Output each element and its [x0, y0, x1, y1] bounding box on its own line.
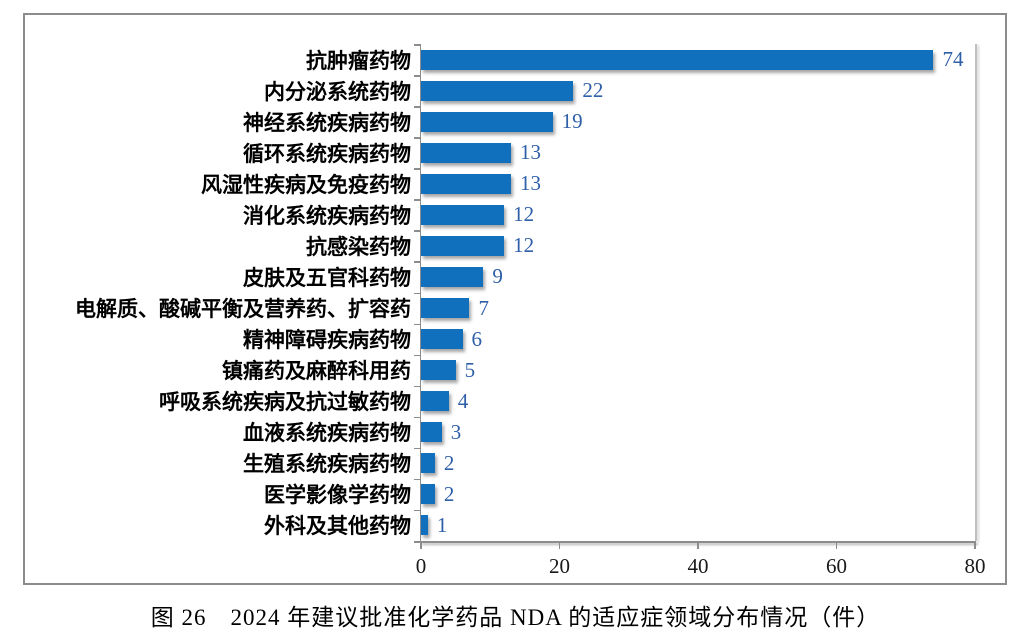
x-tick-label: 40: [687, 554, 709, 578]
value-label: 4: [457, 388, 469, 413]
value-label: 22: [582, 78, 604, 103]
category-label: 抗感染药物: [306, 234, 411, 259]
value-label: 9: [492, 264, 503, 289]
x-tick: [835, 542, 838, 549]
category-label: 呼吸系统疾病及抗过敏药物: [159, 390, 411, 415]
y-tick: [414, 354, 421, 357]
x-tick-label: 0: [415, 554, 427, 578]
y-tick: [414, 75, 421, 77]
y-tick: [414, 509, 421, 512]
value-label: 1: [436, 512, 448, 537]
plot-area: 抗肿瘤药物 74 内分泌系统药物 22 神经系统疾病药物 19 循环系统疾病药物 13 风湿性疾…: [25, 15, 1005, 583]
category-label: 镇痛药及麻醉科用药: [222, 359, 411, 384]
x-tick: [697, 542, 699, 549]
category-label: 外科及其他药物: [264, 514, 411, 539]
chart-frame: 抗肿瘤药物 74 内分泌系统药物 22 神经系统疾病药物 19 循环系统疾病药物 13 风湿性疾…: [23, 13, 1007, 585]
bar: [421, 235, 505, 256]
category-label: 抗肿瘤药物: [306, 48, 411, 73]
y-tick: [414, 44, 421, 46]
x-axis-line: [419, 541, 976, 543]
value-label: 2: [443, 481, 455, 506]
value-label: 2: [443, 450, 455, 475]
bar: [421, 329, 463, 350]
y-tick: [414, 106, 421, 108]
category-label: 血液系统疾病药物: [243, 421, 411, 446]
bar: [421, 142, 512, 163]
category-label: 循环系统疾病药物: [243, 141, 411, 166]
y-axis-line: [419, 44, 421, 542]
value-label: 13: [520, 171, 542, 196]
plot-right-border: [975, 44, 977, 541]
category-label: 内分泌系统药物: [264, 79, 411, 104]
x-tick: [558, 542, 561, 549]
value-label: 6: [471, 326, 483, 351]
category-label: 神经系统疾病药物: [243, 110, 411, 135]
y-tick: [414, 292, 421, 294]
x-tick-label: 80: [964, 554, 986, 578]
x-tick-label: 20: [549, 554, 570, 578]
bar: [421, 80, 574, 101]
value-label: 74: [942, 47, 964, 72]
bar: [421, 173, 512, 194]
figure-caption: 图 26 2024 年建议批准化学药品 NDA 的适应症领域分布情况（件）: [150, 605, 881, 630]
category-label: 风湿性疾病及免疫药物: [201, 172, 411, 197]
y-tick: [414, 447, 421, 450]
value-label: 5: [464, 357, 476, 382]
y-tick: [414, 385, 421, 388]
category-label: 皮肤及五官科药物: [243, 265, 411, 290]
bar: [421, 453, 435, 474]
value-label: 12: [513, 233, 535, 258]
y-tick: [414, 541, 421, 543]
category-label: 消化系统疾病药物: [243, 203, 411, 228]
value-label: 7: [478, 295, 489, 320]
y-tick: [414, 261, 421, 263]
x-tick: [420, 542, 422, 549]
x-tick-label: 60: [826, 554, 847, 578]
value-label: 3: [450, 419, 462, 444]
bar: [421, 111, 553, 132]
y-tick: [414, 137, 421, 139]
y-tick: [414, 199, 421, 201]
bar: [421, 360, 456, 381]
bar: [421, 298, 470, 319]
value-label: 13: [520, 140, 542, 165]
value-label: 19: [561, 109, 583, 134]
bar: [421, 266, 484, 287]
bar: [421, 515, 428, 536]
bar: [421, 204, 505, 225]
bar: [421, 422, 442, 443]
bar: [421, 484, 435, 505]
y-tick: [414, 168, 421, 170]
x-tick: [974, 542, 976, 549]
bar: [421, 391, 449, 412]
value-label: 12: [513, 202, 535, 227]
category-label: 生殖系统疾病药物: [243, 452, 411, 477]
category-label: 精神障碍疾病药物: [243, 328, 411, 353]
category-label: 电解质、酸碱平衡及营养药、扩容药: [75, 297, 411, 322]
category-label: 医学影像学药物: [264, 483, 411, 508]
y-tick: [414, 230, 421, 232]
y-tick: [414, 478, 421, 481]
y-tick: [414, 323, 421, 326]
bar: [421, 49, 934, 70]
y-tick: [414, 416, 421, 419]
